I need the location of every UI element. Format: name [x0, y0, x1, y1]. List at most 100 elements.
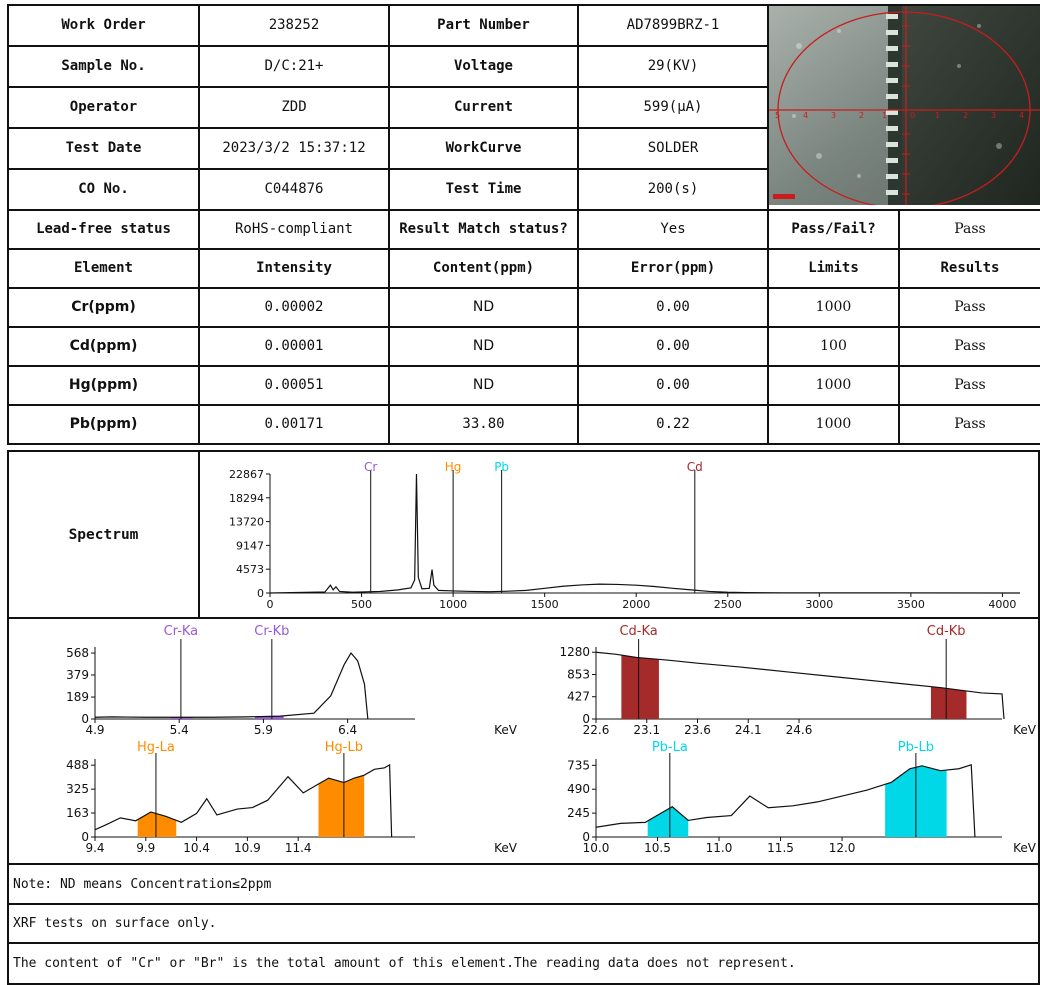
y-tick-label: 0 — [582, 712, 590, 726]
x-tick-label: 6.4 — [338, 723, 357, 737]
x-tick-label: 5.4 — [170, 723, 189, 737]
test-time-value: 200(s) — [577, 167, 769, 211]
peak-marker-label: Cd-Ka — [619, 624, 657, 639]
content-cell: ND — [388, 325, 579, 367]
results-header-row: Element Intensity Content(ppm) Error(ppm… — [7, 247, 1040, 289]
x-tick-label: 10.0 — [583, 841, 610, 855]
error-cell: 0.22 — [577, 403, 769, 445]
col-header-element: Element — [7, 247, 200, 289]
sample-photo: 5 4 3 2 1 0 1 2 3 4 — [767, 4, 1040, 211]
y-tick-label: 853 — [567, 667, 590, 681]
limit-cell: 1000 — [767, 364, 900, 406]
peak-fill — [318, 775, 365, 837]
spectrum-label: Spectrum — [9, 452, 200, 617]
cr-detail-chart: 0 189 379 568 4.9 5.4 5.9 6.4 KeV Cr-Ka Cr-Kb — [66, 624, 518, 737]
y-tick-label: 22867 — [229, 468, 264, 481]
y-tick-label: 325 — [66, 782, 89, 796]
peak-marker-label: Cr — [364, 460, 377, 474]
y-tick-label: 13720 — [229, 516, 264, 529]
y-tick-label: 0 — [257, 587, 264, 600]
y-tick-label: 0 — [81, 712, 89, 726]
y-tick-label: 568 — [66, 646, 89, 660]
note-total-amount: The content of "Cr" or "Br" is the total… — [7, 944, 1040, 985]
col-header-limits: Limits — [767, 247, 900, 289]
pb-detail-chart: 0 245 490 735 10.0 10.5 11.0 11.5 12.0 KeV Pb-La Pb… — [567, 741, 1037, 855]
x-tick-label: 4.9 — [85, 723, 104, 737]
x-tick-label: 22.6 — [583, 723, 610, 737]
x-tick-label: 11.0 — [706, 841, 733, 855]
element-cell: Cd(ppm) — [7, 325, 200, 367]
spectrum-line — [595, 764, 976, 838]
test-time-label: Test Time — [388, 167, 579, 211]
table-row: Cr(ppm) 0.00002 ND 0.00 1000 Pass — [7, 286, 1040, 328]
x-axis-label: KeV — [494, 723, 518, 737]
y-tick-label: 189 — [66, 690, 89, 704]
lead-free-label: Lead-free status — [7, 208, 200, 250]
svg-text:4: 4 — [803, 111, 808, 120]
x-tick-label: 24.1 — [735, 723, 762, 737]
y-tick-label: 9147 — [236, 539, 264, 552]
x-tick-label: 11.4 — [285, 841, 312, 855]
part-number-label: Part Number — [388, 4, 579, 47]
voltage-value: 29(KV) — [577, 44, 769, 88]
spectrum-line — [94, 763, 393, 838]
col-header-intensity: Intensity — [198, 247, 390, 289]
current-value: 599(μA) — [577, 85, 769, 129]
result-cell: Pass — [898, 325, 1040, 367]
y-tick-label: 379 — [66, 668, 89, 682]
part-number-value: AD7899BRZ-1 — [577, 4, 769, 47]
content-cell: ND — [388, 364, 579, 406]
co-no-label: CO No. — [7, 167, 200, 211]
workcurve-value: SOLDER — [577, 126, 769, 170]
peak-fill — [621, 655, 659, 719]
peak-marker-label: Pb-Lb — [898, 741, 934, 755]
error-cell: 0.00 — [577, 364, 769, 406]
y-tick-label: 0 — [582, 830, 590, 844]
element-cell: Cr(ppm) — [7, 286, 200, 328]
content-cell: ND — [388, 286, 579, 328]
note-surface-only: XRF tests on surface only. — [7, 905, 1040, 944]
peak-marker-label: Hg-Lb — [325, 741, 363, 755]
x-tick-label: 12.0 — [829, 841, 856, 855]
lead-free-value: RoHS-compliant — [198, 208, 390, 250]
x-tick-label: 11.5 — [767, 841, 794, 855]
element-cell: Pb(ppm) — [7, 403, 200, 445]
operator-value: ZDD — [198, 85, 390, 129]
svg-text:2: 2 — [963, 111, 968, 120]
peak-marker-label: Pb — [494, 460, 509, 474]
x-tick-label: 2500 — [714, 598, 742, 611]
work-order-label: Work Order — [7, 4, 200, 47]
result-match-label: Result Match status? — [388, 208, 579, 250]
error-cell: 0.00 — [577, 286, 769, 328]
peak-marker-label: Pb-La — [652, 741, 688, 755]
x-tick-label: 24.6 — [786, 723, 813, 737]
x-tick-label: 4000 — [988, 598, 1016, 611]
x-axis-label: KeV — [1013, 723, 1037, 737]
x-axis-label: KeV — [494, 841, 518, 855]
peak-marker-label: Cd-Kb — [927, 624, 966, 639]
hg-detail-chart: 0 163 325 488 9.4 9.9 10.4 10.9 11.4 KeV Hg-La Hg-L… — [66, 741, 518, 855]
y-tick-label: 488 — [66, 758, 89, 772]
x-tick-label: 10.5 — [644, 841, 671, 855]
sample-no-value: D/C:21+ — [198, 44, 390, 88]
svg-text:0: 0 — [910, 111, 915, 120]
limit-cell: 100 — [767, 325, 900, 367]
y-tick-label: 163 — [66, 806, 89, 820]
col-header-content: Content(ppm) — [388, 247, 579, 289]
peak-marker-label: Cr-Ka — [164, 624, 199, 639]
x-axis-label: KeV — [1013, 841, 1037, 855]
full-spectrum-chart: 0 4573 9147 13720 18294 22867 0 500 1000 1500 2000… — [229, 460, 1021, 611]
voltage-label: Voltage — [388, 44, 579, 88]
svg-text:1: 1 — [935, 111, 940, 120]
svg-text:4: 4 — [1019, 111, 1024, 120]
element-detail-section: 0 189 379 568 4.9 5.4 5.9 6.4 KeV Cr-Ka Cr-Kb 0 427… — [7, 619, 1040, 865]
note-nd-definition: Note: ND means Concentration≤2ppm — [7, 865, 1040, 905]
table-row: Hg(ppm) 0.00051 ND 0.00 1000 Pass — [7, 364, 1040, 406]
x-tick-label: 2000 — [622, 598, 650, 611]
limit-cell: 1000 — [767, 403, 900, 445]
svg-text:5: 5 — [775, 111, 780, 120]
peak-fill — [647, 806, 689, 837]
x-tick-label: 9.4 — [85, 841, 104, 855]
table-row: Pb(ppm) 0.00171 33.80 0.22 1000 Pass — [7, 403, 1040, 445]
workcurve-label: WorkCurve — [388, 126, 579, 170]
